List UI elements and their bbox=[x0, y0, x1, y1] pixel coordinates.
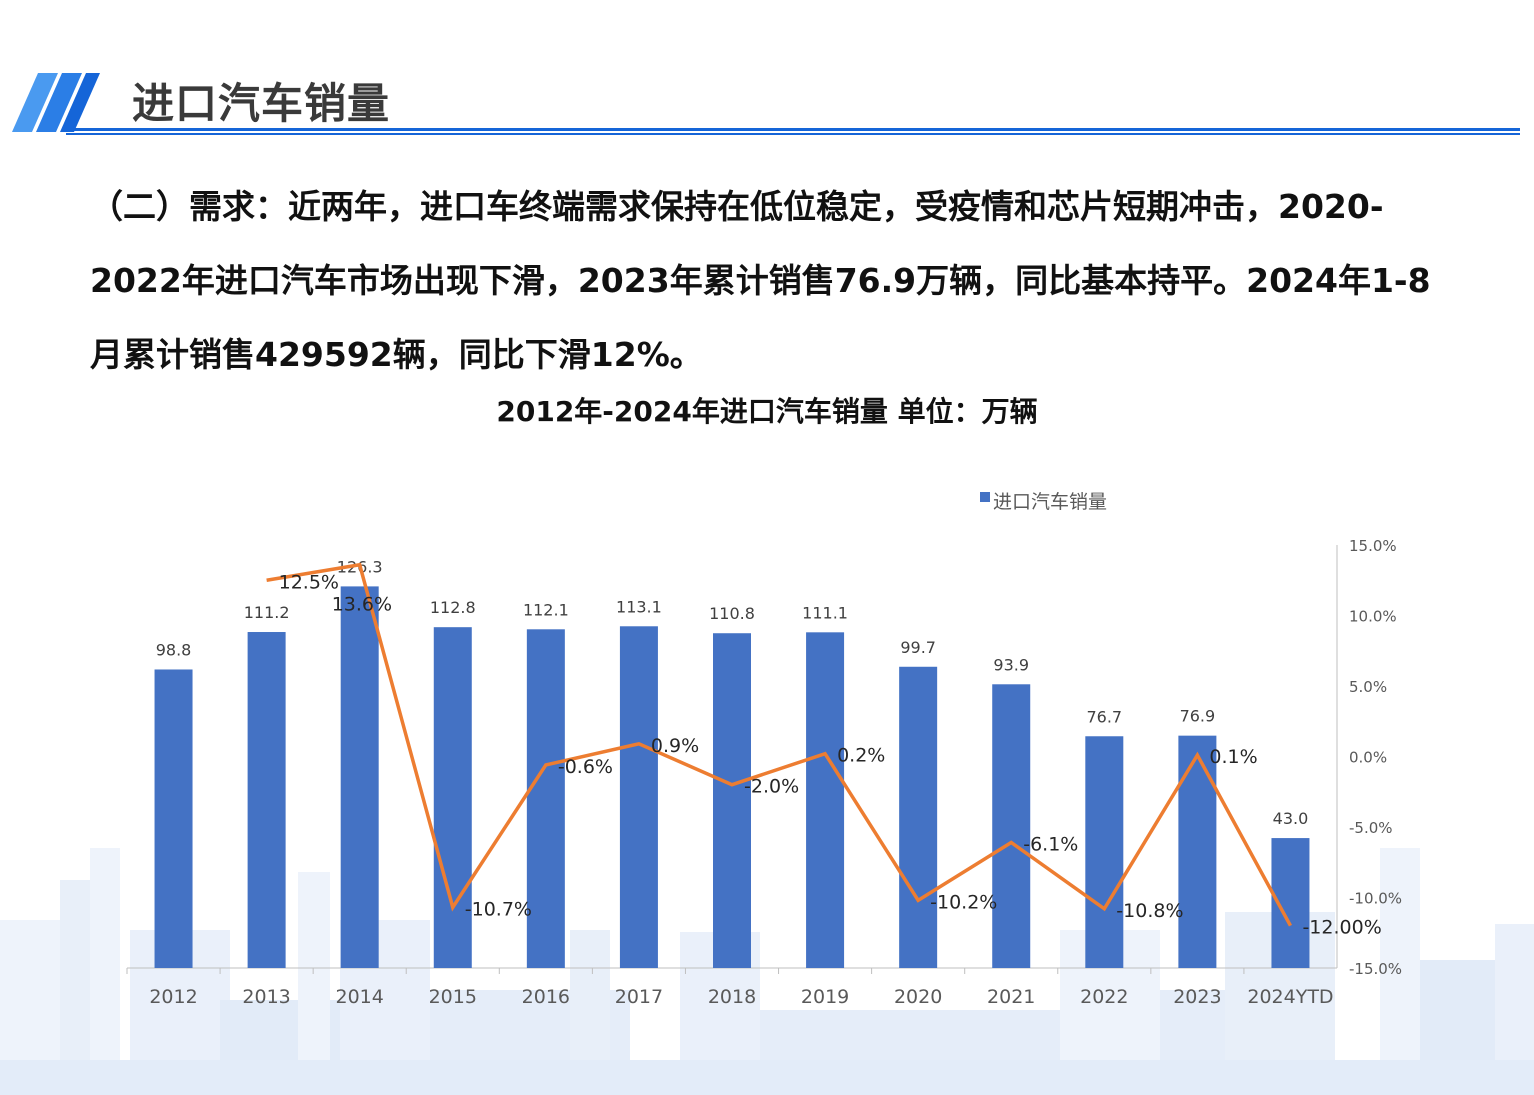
bar bbox=[340, 586, 379, 968]
bar bbox=[1085, 736, 1124, 968]
x-tick-label: 2013 bbox=[242, 986, 290, 1008]
right-tick-label: 5.0% bbox=[1349, 678, 1387, 696]
bar-data-label: 76.7 bbox=[1086, 707, 1122, 726]
right-tick-label: 0.0% bbox=[1349, 749, 1387, 767]
x-tick-label: 2014 bbox=[336, 986, 384, 1008]
line-data-label: -10.2% bbox=[930, 891, 997, 913]
bar-data-label: 98.8 bbox=[156, 640, 192, 659]
x-tick-label: 2016 bbox=[522, 986, 570, 1008]
bar-data-label: 112.8 bbox=[430, 598, 476, 617]
bar-data-label: 93.9 bbox=[993, 655, 1029, 674]
line-data-label: -10.7% bbox=[465, 898, 532, 920]
x-tick-label: 2023 bbox=[1173, 986, 1221, 1008]
bar bbox=[154, 669, 193, 968]
bar-data-label: 113.1 bbox=[616, 597, 662, 616]
x-tick-label: 2019 bbox=[801, 986, 849, 1008]
bar bbox=[806, 632, 845, 968]
x-tick-label: 2021 bbox=[987, 986, 1035, 1008]
header-underline bbox=[66, 128, 1520, 131]
x-tick-label: 2018 bbox=[708, 986, 756, 1008]
right-tick-label: 10.0% bbox=[1349, 608, 1397, 626]
line-data-label: 0.1% bbox=[1209, 746, 1257, 768]
bar-data-label: 112.1 bbox=[523, 600, 569, 619]
right-tick-label: -5.0% bbox=[1349, 819, 1393, 837]
line-data-label: -10.8% bbox=[1116, 900, 1183, 922]
line-data-label: -2.0% bbox=[744, 776, 799, 798]
x-tick-label: 2020 bbox=[894, 986, 942, 1008]
bar-data-label: 111.1 bbox=[802, 603, 848, 622]
right-tick-label: 15.0% bbox=[1349, 537, 1397, 555]
line-data-label: 12.5% bbox=[279, 571, 339, 593]
bar bbox=[713, 633, 751, 968]
line-data-label: 13.6% bbox=[332, 594, 392, 616]
legend-swatch bbox=[980, 492, 990, 502]
x-tick-label: 2017 bbox=[615, 986, 663, 1008]
bar-data-label: 111.2 bbox=[244, 603, 290, 622]
line-data-label: 0.2% bbox=[837, 745, 885, 767]
line-data-label: -12.00% bbox=[1302, 917, 1381, 939]
page-title: 进口汽车销量 bbox=[132, 79, 391, 128]
bar bbox=[992, 684, 1031, 968]
bar bbox=[1178, 735, 1217, 968]
x-tick-label: 2022 bbox=[1080, 986, 1128, 1008]
right-tick-label: -10.0% bbox=[1349, 890, 1402, 908]
bar-data-label: 76.9 bbox=[1180, 707, 1216, 726]
summary-paragraph: （二）需求：近两年，进口车终端需求保持在低位稳定，受疫情和芯片短期冲击，2020… bbox=[90, 187, 1431, 374]
legend-label: 进口汽车销量 bbox=[993, 491, 1107, 513]
line-data-label: 0.9% bbox=[651, 735, 699, 757]
bar bbox=[433, 627, 472, 968]
header-stripes-logo bbox=[12, 73, 100, 132]
bar-data-label: 43.0 bbox=[1273, 809, 1309, 828]
bar bbox=[619, 626, 658, 968]
bar bbox=[526, 629, 565, 968]
bar-data-label: 99.7 bbox=[900, 638, 936, 657]
right-tick-label: -15.0% bbox=[1349, 960, 1402, 978]
x-tick-label: 2012 bbox=[149, 986, 197, 1008]
x-tick-label: 2024YTD bbox=[1247, 986, 1333, 1008]
line-data-label: -6.1% bbox=[1023, 834, 1078, 856]
growth-line bbox=[266, 562, 1292, 927]
chart-title: 2012年-2024年进口汽车销量 单位：万辆 bbox=[496, 395, 1038, 428]
bar bbox=[899, 666, 938, 968]
bar-data-label: 110.8 bbox=[709, 604, 755, 623]
bar bbox=[247, 632, 286, 968]
line-data-label: -0.6% bbox=[558, 756, 613, 778]
x-tick-label: 2015 bbox=[429, 986, 477, 1008]
